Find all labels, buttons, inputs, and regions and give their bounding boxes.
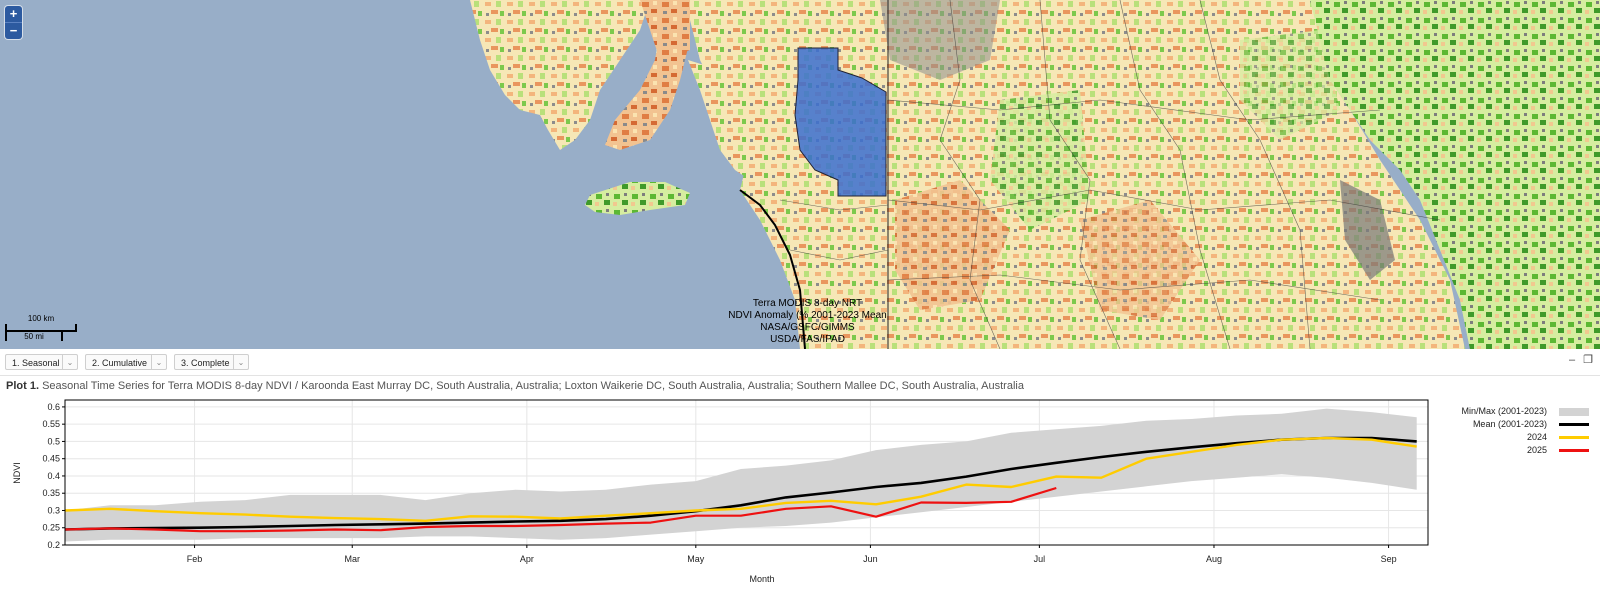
legend-swatch [1559, 423, 1589, 426]
y-tick-label: 0.3 [47, 505, 60, 515]
x-tick-label: Mar [344, 554, 360, 564]
tab-cumulative[interactable]: 2. Cumulative ⌄ [85, 354, 167, 370]
legend-label: 2025 [1526, 445, 1547, 455]
y-tick-label: 0.25 [42, 523, 60, 533]
chevron-down-icon: ⌄ [62, 355, 77, 369]
x-tick-label: Jun [863, 554, 878, 564]
map-credits: Terra MODIS 8-day NRT NDVI Anomaly (% 20… [700, 298, 915, 346]
credit-line: NDVI Anomaly (% 2001-2023 Mean [728, 310, 887, 321]
x-tick-label: May [687, 554, 705, 564]
x-tick-label: Feb [187, 554, 203, 564]
chevron-down-icon: ⌄ [233, 355, 248, 369]
map-view[interactable]: + − 100 km 50 mi Terra MODIS 8-day NRT N… [0, 0, 1600, 349]
plot-title-text: Seasonal Time Series for Terra MODIS 8-d… [42, 380, 1024, 392]
scale-mi-line [5, 332, 63, 341]
legend-item-2024: 2024 [1432, 432, 1597, 445]
y-axis-label: NDVI [12, 462, 22, 484]
legend-item-2025: 2025 [1432, 445, 1597, 458]
minmax-band [65, 408, 1417, 542]
scale-km-line [5, 324, 77, 332]
legend-label: 2024 [1526, 432, 1547, 442]
y-tick-label: 0.5 [47, 436, 60, 446]
plot-number: Plot 1. [6, 380, 40, 392]
legend-swatch [1559, 408, 1589, 416]
y-tick-label: 0.2 [47, 540, 60, 550]
scale-mi-label: 50 mi [24, 332, 44, 341]
plot-title: Plot 1. Seasonal Time Series for Terra M… [6, 380, 1024, 392]
ndvi-chart: 0.2 0.25 0.3 0.35 0.4 0.45 0.5 0.55 0.6 Feb Mar Apr… [12, 399, 1429, 584]
zoom-out-button[interactable]: − [5, 22, 22, 39]
y-tick-label: 0.45 [42, 454, 60, 464]
x-tick-label: Apr [520, 554, 534, 564]
line-2024 [64, 436, 1417, 522]
ndvi-anomaly-map [470, 0, 1600, 349]
legend-label: Mean (2001-2023) [1472, 419, 1547, 429]
tab-seasonal-label: 1. Seasonal [12, 358, 60, 368]
x-tick-label: Jul [1034, 554, 1046, 564]
tab-seasonal[interactable]: 1. Seasonal ⌄ [5, 354, 78, 370]
legend-item-mean: Mean (2001-2023) [1432, 419, 1597, 432]
credit-line: NASA/GSFC/GIMMS [760, 322, 855, 333]
credit-line: Terra MODIS 8-day NRT [752, 298, 863, 309]
credit-line: USDA/FAS/IPAD [770, 334, 845, 345]
y-tick-label: 0.6 [47, 402, 60, 412]
zoom-in-button[interactable]: + [9, 6, 18, 21]
legend-item-minmax: Min/Max (2001-2023) [1432, 406, 1597, 419]
chevron-down-icon: ⌄ [151, 355, 166, 369]
legend-label: Min/Max (2001-2023) [1461, 406, 1547, 416]
plot-frame [64, 399, 1429, 546]
legend-swatch [1559, 436, 1589, 439]
plot-toolbar: 1. Seasonal ⌄ 2. Cumulative ⌄ 3. Complet… [0, 349, 1600, 376]
tab-cumulative-label: 2. Cumulative [92, 358, 148, 368]
restore-button[interactable]: ❐ [1583, 354, 1593, 366]
tab-complete-label: 3. Complete [181, 358, 230, 368]
y-tick-label: 0.4 [47, 471, 60, 481]
minimize-button[interactable]: – [1568, 354, 1576, 366]
y-tick-label: 0.55 [42, 419, 60, 429]
legend-swatch [1559, 449, 1589, 452]
line-2025 [64, 486, 1057, 533]
scale-km-label: 100 km [27, 314, 55, 323]
chart-legend: Min/Max (2001-2023) Mean (2001-2023) 202… [1432, 406, 1597, 458]
x-axis-label: Month [749, 574, 774, 584]
zoom-control: + − [5, 6, 22, 39]
y-tick-label: 0.35 [42, 488, 60, 498]
mean-line [64, 436, 1417, 531]
scale-bar: 100 km 50 mi [5, 313, 85, 343]
x-tick-label: Sep [1381, 554, 1397, 564]
tab-complete[interactable]: 3. Complete ⌄ [174, 354, 249, 370]
x-tick-label: Aug [1206, 554, 1222, 564]
